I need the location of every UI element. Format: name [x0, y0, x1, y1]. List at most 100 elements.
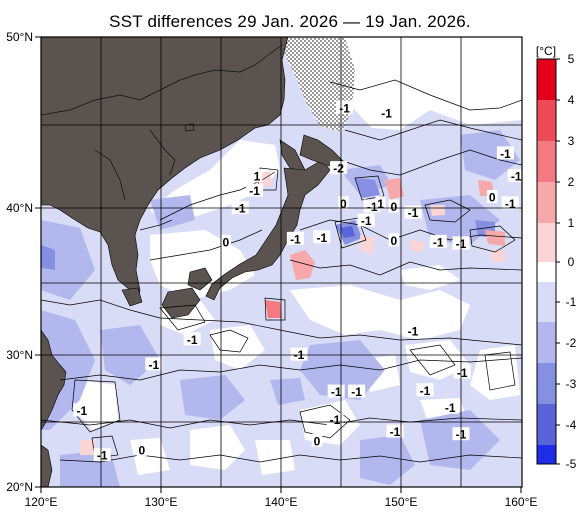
contour-label: 0 [390, 234, 397, 248]
contour-label-bg [327, 384, 345, 398]
colorbar-tick-minus3: -3 [566, 377, 577, 391]
contour-label: -1 [511, 170, 522, 184]
colorbar-swatch-plus4 [537, 100, 556, 141]
colorbar-swatch-minus3 [537, 363, 556, 404]
colorbar-tick-4: 4 [568, 93, 575, 107]
contour-label: 1 [254, 170, 261, 184]
contour-label-bg [330, 161, 348, 175]
contour-label-bg [286, 231, 304, 245]
colorbar-tick-minus4: -4 [566, 418, 577, 432]
colorbar-tick-minus1: -1 [566, 295, 577, 309]
colorbar-swatch-plus2 [537, 182, 556, 223]
contour-label: -1 [148, 358, 159, 372]
contour-label-bg [486, 189, 498, 203]
colorbar-tick-0: 0 [568, 255, 575, 269]
contour-label-bg [441, 400, 459, 414]
contour-label-bg [336, 100, 354, 114]
lat-label-40n: 40°N [6, 201, 33, 215]
contour-label-bg [145, 357, 163, 371]
contour-label-bg [220, 234, 232, 248]
colorbar-swatch-plus5 [537, 59, 556, 100]
contour-label-bg [496, 146, 514, 160]
contour-labels: -1 -1-21-1-100 -1 1 0 -1-1-1 -1 0 -1 -1-1-10 -1-1-… [73, 100, 522, 463]
contour-label: -1 [420, 384, 431, 398]
contour-label: 0 [222, 235, 229, 249]
contour-label: -1 [331, 385, 342, 399]
lon-label-120e: 120°E [25, 495, 58, 509]
colorbar-swatch-minus2 [537, 322, 556, 363]
contour-label-bg [429, 234, 447, 248]
contour-label-bg [231, 200, 249, 214]
contour-label-bg [313, 230, 331, 244]
contour-label: -1 [367, 200, 378, 214]
land-masses [41, 37, 343, 487]
colorbar-unit: [°C] [536, 44, 556, 58]
contour-label-bg [416, 383, 434, 397]
lon-label-150e: 150°E [385, 495, 418, 509]
contour-label-bg [338, 196, 349, 210]
map-plot-area: -1 -1-21-1-100 -1 1 0 -1-1-1 -1 0 -1 -1-1-10 -1-1-… [41, 37, 522, 487]
axis-ticks [35, 36, 522, 493]
land-borders [41, 44, 283, 231]
contour-label: -1 [381, 106, 392, 120]
contour-label-bg [326, 412, 344, 426]
lon-label-130e: 130°E [145, 495, 178, 509]
contour-label-bg [73, 403, 91, 417]
contour-label-bg [251, 169, 263, 183]
contour-label: -1 [290, 232, 301, 246]
contour-label: -1 [500, 147, 511, 161]
contour-label-bg [290, 347, 308, 361]
contour-label-bg [311, 433, 323, 447]
contour-label: 0 [314, 434, 321, 448]
contour-label-bg [404, 323, 422, 337]
lat-label-50n: 50°N [6, 30, 33, 44]
contour-label: -2 [333, 162, 344, 176]
contour-label-bg [348, 384, 366, 398]
colorbar-tick-2: 2 [568, 175, 575, 189]
lat-label-20n: 20°N [6, 480, 33, 494]
colorbar-swatch-zero [537, 262, 556, 282]
strongest-negative-spot [340, 226, 355, 238]
contour-label: 0 [138, 443, 145, 457]
contour-label: -1 [351, 385, 362, 399]
contour-label: -1 [408, 206, 419, 220]
contour-label-bg [357, 213, 375, 227]
contour-label-bg [453, 365, 471, 379]
contour-label: 0 [390, 200, 397, 214]
contour-lines [41, 79, 522, 463]
colorbar-tick-5: 5 [568, 52, 575, 66]
contour-label-bg [378, 105, 396, 119]
contour-label-bg [375, 196, 386, 210]
colorbar-swatch-plus1 [537, 223, 556, 262]
contour-label-bg [246, 183, 264, 197]
contour-label-bg [388, 199, 400, 213]
colorbar-swatch-minus1 [537, 282, 556, 322]
contour-label: -1 [445, 401, 456, 415]
lat-label-30n: 30°N [6, 348, 33, 362]
contour-label: -1 [457, 366, 468, 380]
colorbar-tick-minus5: -5 [566, 457, 577, 471]
contour-label: 1 [377, 197, 384, 211]
contour-label: -1 [408, 324, 419, 338]
contour-label: -1 [249, 184, 260, 198]
contour-label: -1 [361, 214, 372, 228]
contour-label-bg [501, 196, 519, 210]
colorbar-swatch-plus3 [537, 141, 556, 182]
contour-label: -1 [235, 201, 246, 215]
contour-label: -1 [433, 235, 444, 249]
contour-label: -1 [390, 425, 401, 439]
contour-label-bg [388, 233, 400, 247]
contour-label-bg [404, 205, 422, 219]
contour-label: -1 [187, 333, 198, 347]
colorbar-swatch-minus4 [537, 404, 556, 445]
contour-label-bg [93, 448, 111, 462]
contour-label: -1 [97, 449, 108, 463]
graticule [41, 37, 522, 487]
contour-label: -1 [339, 101, 350, 115]
contour-label: -1 [330, 413, 341, 427]
lon-label-140e: 140°E [265, 495, 298, 509]
contour-label: -1 [505, 197, 516, 211]
contour-label-bg [507, 169, 522, 183]
map-title: SST differences 29 Jan. 2026 — 19 Jan. 2… [109, 12, 471, 31]
